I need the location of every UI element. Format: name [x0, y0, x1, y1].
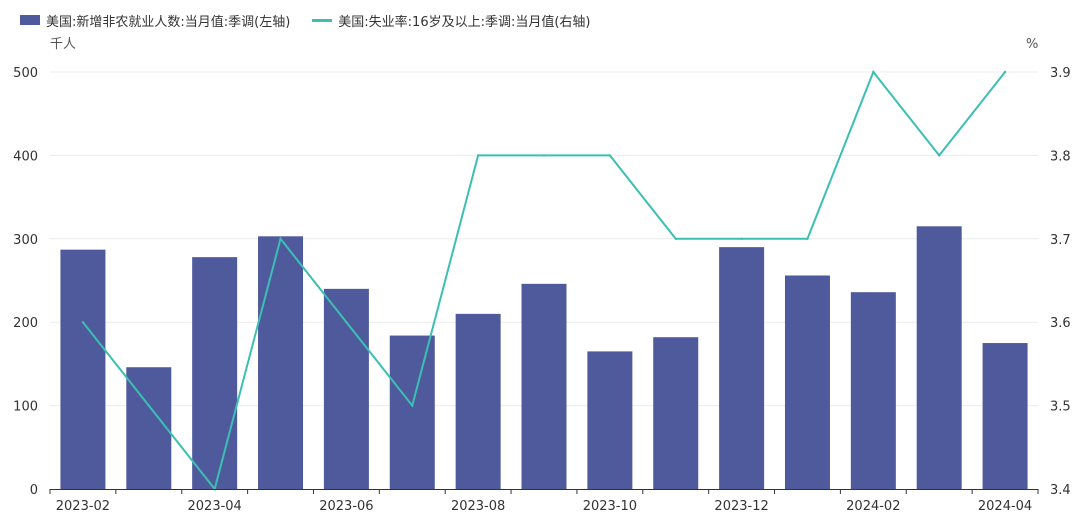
bar — [982, 343, 1028, 489]
x-tick-label: 2023-12 — [714, 499, 768, 514]
y-left-tick-label: 400 — [13, 149, 38, 164]
bar — [258, 236, 304, 489]
line-point — [81, 321, 85, 324]
y-right-tick-label: 3.9 — [1050, 66, 1071, 81]
line-point — [542, 154, 546, 157]
legend-label-payrolls: 美国:新增非农就业人数:当月值:季调(左轴) — [46, 14, 291, 30]
x-tick-label: 2023-08 — [451, 499, 505, 514]
x-tick-label: 2023-06 — [319, 499, 373, 514]
bar — [192, 257, 238, 489]
line-point — [938, 154, 941, 157]
bar — [389, 335, 435, 489]
x-tick-label: 2024-02 — [846, 499, 900, 514]
y-left-tick-label: 500 — [13, 66, 38, 81]
y-right-tick-label: 3.7 — [1050, 233, 1071, 248]
line-point — [1003, 70, 1007, 74]
y-right-tick-label: 3.6 — [1050, 316, 1071, 331]
line-point — [411, 404, 414, 407]
bar — [587, 351, 633, 489]
y-left-tick-label: 100 — [13, 400, 38, 415]
legend-item-payrolls[interactable]: 美国:新增非农就业人数:当月值:季调(左轴) — [20, 11, 290, 30]
line-point — [740, 237, 743, 240]
chart-legend: 美国:新增非农就业人数:当月值:季调(左轴) 美国:失业率:16岁及以上:季调:… — [20, 10, 613, 30]
y-right-tick-label: 3.8 — [1050, 149, 1071, 164]
line-point — [279, 237, 282, 240]
y-left-tick-label: 200 — [13, 316, 38, 331]
bar — [784, 275, 830, 489]
y-right-tick-label: 3.4 — [1050, 483, 1071, 498]
y-right-tick-label: 3.5 — [1050, 400, 1071, 415]
legend-swatch-bar — [20, 15, 40, 25]
bar — [850, 292, 896, 489]
line-point — [872, 70, 875, 74]
right-axis-unit: % — [1026, 37, 1038, 52]
left-axis-unit: 千人 — [50, 37, 76, 52]
bar-series — [60, 226, 1028, 490]
x-tick-label: 2023-04 — [188, 499, 242, 514]
bar — [60, 249, 106, 489]
x-tick-label: 2024-04 — [978, 499, 1032, 514]
line-point — [476, 154, 480, 157]
bar — [653, 337, 699, 489]
x-tick-label: 2023-02 — [56, 499, 110, 514]
line-point — [674, 237, 677, 240]
bar — [916, 226, 962, 490]
x-tick-label: 2023-10 — [583, 499, 637, 514]
line-point — [345, 321, 348, 324]
y-left-tick-label: 300 — [13, 233, 38, 248]
axes: 0 100 200 300 400 500 3.4 3.5 3.6 3.7 3.8 3.9 2023-0… — [13, 66, 1071, 514]
y-left-tick-label: 0 — [30, 483, 38, 498]
line-point — [806, 237, 809, 240]
line-point — [608, 154, 612, 157]
bar — [521, 283, 567, 489]
legend-item-unemployment[interactable]: 美国:失业率:16岁及以上:季调:当月值(右轴) — [312, 11, 591, 30]
bar — [323, 288, 369, 489]
legend-label-unemployment: 美国:失业率:16岁及以上:季调:当月值(右轴) — [338, 14, 591, 30]
line-point — [147, 404, 150, 407]
legend-swatch-line — [312, 18, 333, 22]
bar — [455, 313, 501, 489]
bar — [719, 247, 765, 489]
